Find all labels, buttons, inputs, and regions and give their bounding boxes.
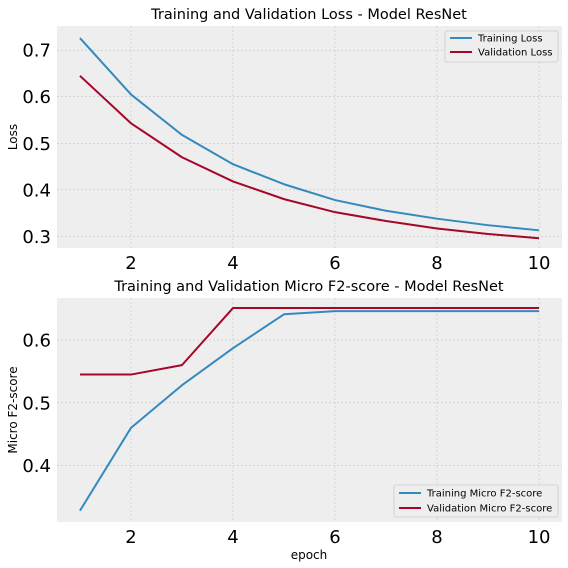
loss-x-tick-label: 2	[125, 253, 136, 274]
loss-y-tick-label: 0.6	[22, 87, 51, 108]
loss-y-tick-label: 0.3	[22, 227, 51, 248]
legend-label-training-loss: Training Loss	[477, 34, 543, 45]
f2-x-tick-label: 10	[528, 527, 551, 548]
legend-label-validation-f2: Validation Micro F2-score	[427, 504, 552, 515]
loss-x-tick-label: 8	[431, 253, 442, 274]
loss-x-ticks: 2 4 6 8 10	[125, 253, 550, 274]
loss-y-axis-label: Loss	[6, 124, 20, 150]
f2-y-ticks: 0.4 0.5 0.6	[22, 331, 51, 477]
f2-y-tick-label: 0.5	[22, 393, 51, 414]
f2-x-tick-label: 8	[431, 527, 442, 548]
f2-chart-title: Training and Validation Micro F2-score -…	[113, 279, 504, 295]
loss-y-tick-label: 0.7	[22, 41, 51, 62]
f2-chart: Training and Validation Micro F2-score -…	[6, 279, 562, 562]
loss-y-tick-label: 0.4	[22, 180, 51, 201]
legend-label-training-f2: Training Micro F2-score	[426, 489, 542, 500]
f2-x-ticks: 2 4 6 8 10	[125, 527, 550, 548]
loss-x-tick-label: 4	[227, 253, 238, 274]
loss-y-ticks: 0.3 0.4 0.5 0.6 0.7	[22, 41, 51, 248]
f2-y-axis-label: Micro F2-score	[6, 366, 20, 453]
loss-x-tick-label: 10	[528, 253, 551, 274]
loss-chart: Training and Validation Loss - Model Res…	[6, 7, 562, 274]
legend-label-validation-loss: Validation Loss	[478, 48, 553, 59]
loss-chart-title: Training and Validation Loss - Model Res…	[150, 7, 467, 23]
f2-x-tick-label: 6	[329, 527, 340, 548]
loss-legend: Training Loss Validation Loss	[445, 31, 558, 62]
f2-legend: Training Micro F2-score Validation Micro…	[394, 485, 558, 517]
f2-y-tick-label: 0.4	[22, 456, 51, 477]
f2-x-axis-label: epoch	[291, 548, 328, 562]
f2-x-tick-label: 2	[125, 527, 136, 548]
loss-y-tick-label: 0.5	[22, 134, 51, 155]
f2-y-tick-label: 0.6	[22, 331, 51, 352]
loss-x-tick-label: 6	[329, 253, 340, 274]
f2-x-tick-label: 4	[227, 527, 238, 548]
